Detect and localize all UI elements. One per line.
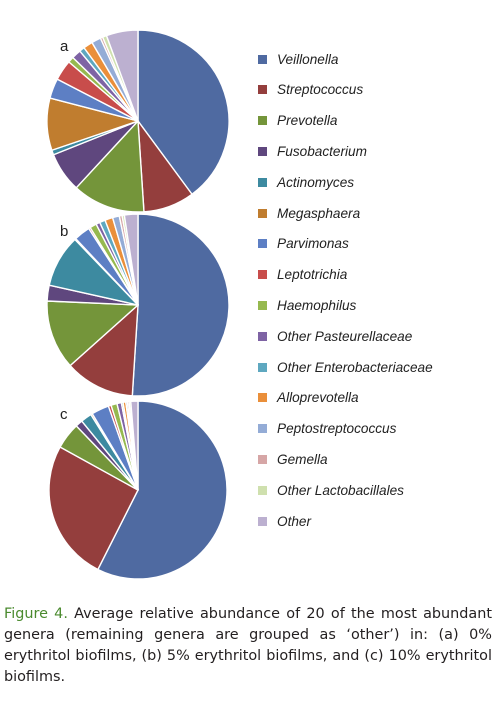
legend-item: Other Enterobacteriaceae (258, 358, 433, 376)
pie-charts (46, 29, 230, 580)
pie-slice (97, 400, 228, 580)
legend-swatch (258, 362, 267, 372)
pie-slice (48, 446, 139, 571)
pie-slice (137, 29, 230, 195)
legend-item: Actinomyces (258, 173, 354, 191)
legend-swatch (258, 393, 267, 403)
legend-swatch (258, 424, 267, 434)
legend-item: Fusobacterium (258, 142, 367, 160)
legend-swatch (258, 85, 267, 95)
caption-text: Average relative abundance of 20 of the … (4, 606, 492, 685)
legend-label: Streptococcus (277, 82, 364, 98)
pie-slice (105, 29, 139, 122)
legend-item: Megasphaera (258, 204, 360, 222)
legend-label: Fusobacterium (277, 143, 367, 159)
legend-item: Other Lactobacillales (258, 481, 404, 499)
legend-item: Parvimonas (258, 235, 349, 253)
pie-slice (69, 304, 139, 397)
pie-slice (75, 120, 145, 213)
legend-label: Veillonella (277, 51, 339, 67)
legend-label: Other Lactobacillales (277, 482, 404, 498)
panel-label-c: c (60, 406, 68, 423)
legend-item: Leptotrichia (258, 266, 347, 284)
legend-swatch (258, 208, 267, 218)
legend-item: Veillonella (258, 50, 338, 68)
legend-swatch (258, 331, 267, 341)
pie-b (46, 213, 230, 397)
legend-swatch (258, 239, 267, 249)
legend-swatch (258, 54, 267, 64)
caption-label: Figure 4. (4, 606, 68, 622)
pie-c (48, 400, 228, 580)
legend-swatch (258, 454, 267, 464)
legend-label: Gemella (277, 451, 328, 467)
legend-swatch (258, 177, 267, 187)
legend-item: Alloprevotella (258, 389, 359, 407)
legend-item: Other Pasteurellaceae (258, 327, 412, 345)
legend-swatch (258, 146, 267, 156)
legend-swatch (258, 516, 267, 526)
legend-label: Actinomyces (277, 174, 355, 190)
pie-slice (131, 213, 230, 397)
legend-swatch (258, 116, 267, 126)
pie-slice (130, 400, 139, 491)
legend-swatch (258, 270, 267, 280)
legend-label: Alloprevotella (277, 390, 359, 406)
legend-item: Peptostreptococcus (258, 420, 396, 438)
pie-slice (123, 213, 139, 306)
pie-a (46, 29, 230, 213)
legend-swatch (258, 485, 267, 495)
legend-label: Parvimonas (277, 236, 349, 252)
legend-item: Other (258, 512, 311, 530)
legend-label: Haemophilus (277, 297, 357, 313)
legend-label: Other Enterobacteriaceae (277, 359, 433, 375)
legend-item: Gemella (258, 450, 328, 468)
legend-label: Megasphaera (277, 205, 361, 221)
legend-item: Haemophilus (258, 296, 356, 314)
legend-item: Prevotella (258, 112, 337, 130)
legend-label: Peptostreptococcus (277, 421, 397, 437)
legend-label: Other (277, 513, 311, 529)
legend-swatch (258, 300, 267, 310)
figure-caption: Figure 4. Average relative abundance of … (4, 604, 492, 688)
legend-label: Other Pasteurellaceae (277, 328, 413, 344)
legend-item: Streptococcus (258, 81, 363, 99)
legend-label: Prevotella (277, 113, 338, 129)
panel-label-a: a (60, 38, 69, 55)
legend-label: Leptotrichia (277, 267, 348, 283)
pie-slice (46, 300, 139, 367)
panel-label-b: b (60, 223, 69, 240)
